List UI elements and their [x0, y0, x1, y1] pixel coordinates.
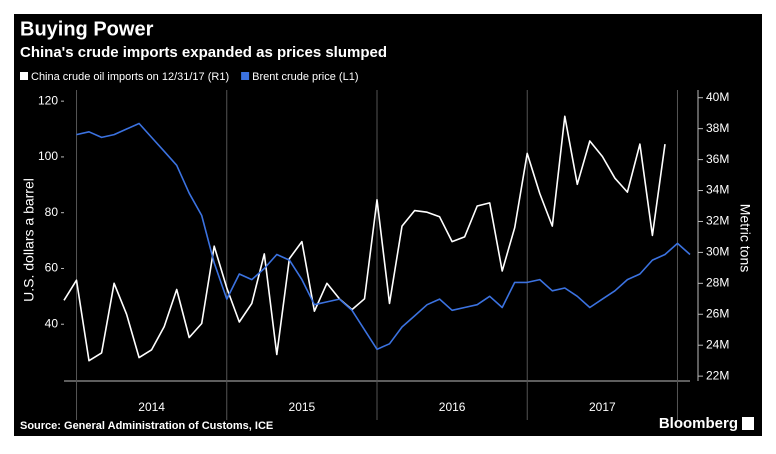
x-tick-label: 2016 [439, 400, 466, 414]
brand: Bloomberg [659, 415, 738, 432]
y-tick-label: 40 [45, 316, 59, 330]
legend-swatch [20, 72, 28, 80]
y-axis-label: U.S. dollars a barrel [21, 178, 37, 302]
y-tick-label: 80 [45, 205, 59, 219]
source: Source: General Administration of Custom… [20, 420, 273, 432]
chart-background [14, 14, 762, 436]
y-tick-label: 120 [38, 93, 58, 107]
series-line [76, 122, 691, 351]
brand-icon [742, 417, 754, 430]
y2-tick-label: 38M [706, 121, 729, 135]
y2-tick-label: 26M [706, 306, 729, 320]
series-line [63, 115, 666, 362]
y2-tick-label: 28M [706, 276, 729, 290]
y2-tick-label: 34M [706, 183, 729, 197]
y2-axis-label: Metric tons [737, 204, 753, 272]
chart-subtitle: China's crude imports expanded as prices… [20, 44, 387, 61]
y2-tick-label: 24M [706, 337, 729, 351]
legend-label: Brent crude price (L1) [252, 71, 358, 83]
chart-title: Buying Power [20, 18, 154, 40]
y2-tick-label: 30M [706, 245, 729, 259]
y-tick-label: 100 [38, 149, 58, 163]
x-tick-label: 2017 [589, 400, 616, 414]
legend-swatch [241, 72, 250, 80]
y2-tick-label: 36M [706, 152, 729, 166]
x-tick-label: 2014 [138, 400, 165, 414]
y2-tick-label: 22M [706, 368, 729, 382]
y2-tick-label: 32M [706, 214, 729, 228]
x-tick-label: 2015 [289, 400, 316, 414]
legend-label: China crude oil imports on 12/31/17 (R1) [31, 71, 229, 83]
y2-tick-label: 40M [706, 90, 729, 104]
y-tick-label: 60 [45, 261, 59, 275]
